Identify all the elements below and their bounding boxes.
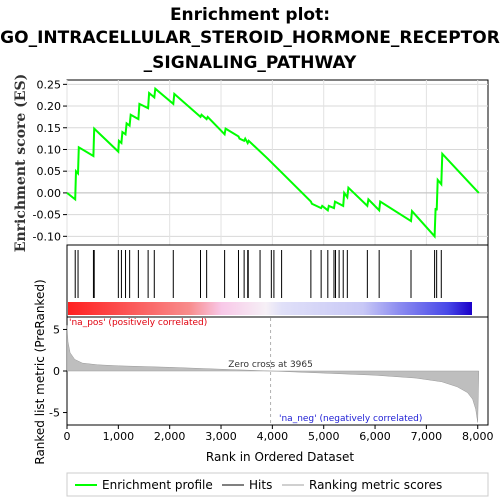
hit-lines (74, 250, 442, 298)
x-tick-label: 3,000 (205, 430, 237, 443)
es-tick-label: 0.10 (37, 143, 62, 156)
metric-x-ticks: 0 1,000 2,000 3,000 4,000 5,000 6,000 7,000 8,00… (64, 425, 494, 443)
es-tick-label: 0.00 (37, 187, 62, 200)
rank-color-bar (68, 302, 472, 315)
x-tick-label: 8,000 (462, 430, 494, 443)
metric-y-ticks: 5 0 -5 (49, 323, 67, 420)
es-tick-label: 0.25 (37, 78, 62, 91)
title-line-2: GO_INTRACELLULAR_STEROID_HORMONE_RECEPTO… (0, 28, 500, 48)
metric-panel: Zero cross at 3965 'na_pos' (positively … (33, 279, 493, 464)
title-line-3: _SIGNALING_PATHWAY (144, 53, 357, 73)
es-y-ticks: 0.25 0.20 0.15 0.10 0.05 0.00 -0.05 -0.10 (33, 78, 67, 243)
x-tick-label: 4,000 (257, 430, 289, 443)
x-tick-label: 6,000 (359, 430, 391, 443)
metric-tick-label: 0 (53, 365, 60, 378)
x-tick-label: 0 (64, 430, 71, 443)
ranking-metric-area (66, 325, 480, 423)
hits-panel (66, 244, 489, 318)
pos-label: 'na_pos' (positively correlated) (69, 318, 207, 328)
legend-label-hits: Hits (249, 478, 272, 492)
legend: Enrichment profile Hits Ranking metric s… (66, 472, 489, 497)
neg-label: 'na_neg' (negatively correlated) (279, 414, 422, 424)
es-tick-label: -0.10 (33, 230, 61, 243)
es-tick-label: 0.20 (37, 100, 62, 113)
es-y-axis-label: Enrichment score (ES) (13, 74, 29, 252)
metric-tick-label: 5 (53, 323, 60, 336)
x-axis-label: Rank in Ordered Dataset (206, 450, 354, 464)
title-line-1: Enrichment plot: (170, 5, 330, 25)
zero-cross-label: Zero cross at 3965 (228, 360, 313, 370)
legend-box (66, 472, 489, 497)
legend-label-enrichment: Enrichment profile (102, 478, 213, 492)
metric-y-axis-label: Ranked list metric (PreRanked) (33, 279, 47, 464)
enrichment-profile-line (66, 86, 480, 239)
es-tick-label: 0.15 (37, 122, 62, 135)
es-panel-frame (66, 79, 489, 246)
x-tick-label: 5,000 (308, 430, 340, 443)
es-tick-label: 0.05 (37, 165, 62, 178)
es-tick-label: -0.05 (33, 209, 61, 222)
metric-tick-label: -5 (49, 407, 60, 420)
x-tick-label: 7,000 (411, 430, 443, 443)
legend-label-metric: Ranking metric scores (309, 478, 442, 492)
es-panel: 0.25 0.20 0.15 0.10 0.05 0.00 -0.05 -0.10 Enric… (13, 74, 489, 252)
x-tick-label: 2,000 (154, 430, 186, 443)
x-tick-label: 1,000 (103, 430, 135, 443)
